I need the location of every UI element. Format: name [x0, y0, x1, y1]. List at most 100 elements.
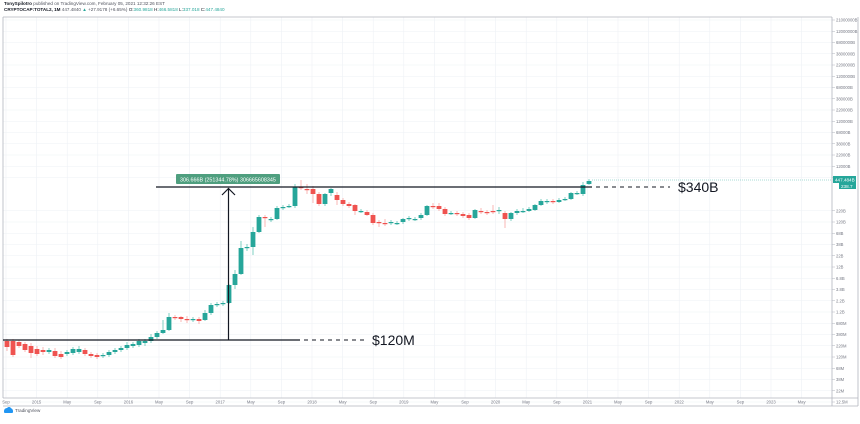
candle-up — [574, 193, 580, 195]
candle-up — [280, 207, 286, 209]
y-tick-label: 38M — [836, 377, 845, 382]
y-tick-label: 68M — [836, 366, 845, 371]
y-tick-label: 680000B — [836, 85, 853, 90]
x-tick-label: 2021 — [583, 400, 593, 405]
candle-down — [502, 213, 508, 219]
candle-down — [376, 222, 382, 224]
candles — [4, 179, 592, 359]
x-tick-label: Sep — [2, 400, 10, 405]
last-price: 447.4840 — [61, 7, 81, 12]
y-tick-label: 220M — [836, 343, 847, 348]
candle-down — [184, 319, 190, 321]
candle-up — [394, 223, 400, 225]
x-tick-label: May — [155, 400, 164, 405]
high-value: 466.5818 — [158, 7, 178, 12]
candle-down — [10, 341, 16, 355]
candle-down — [430, 206, 436, 208]
candle-up — [400, 219, 406, 222]
candle-down — [58, 354, 64, 357]
candle-up — [520, 211, 526, 213]
candle-down — [436, 206, 442, 209]
x-tick-label: 2020 — [491, 400, 501, 405]
measure-label-box — [176, 174, 280, 184]
candle-up — [562, 199, 568, 201]
y-tick-label: 12B — [836, 265, 844, 270]
candle-up — [208, 305, 214, 313]
candle-up — [244, 247, 250, 249]
y-tick-label: 12000B — [836, 164, 851, 169]
y-tick-label: 380000B — [836, 96, 853, 101]
candle-up — [514, 211, 520, 213]
tradingview-footer[interactable]: TradingView — [4, 407, 40, 413]
candle-down — [4, 341, 10, 347]
price-axis[interactable]: 21000000B 12000000B 6800000B 3800000B 220000… — [832, 18, 858, 405]
candle-up — [526, 209, 532, 211]
x-tick-label: Sep — [737, 400, 745, 405]
x-tick-label: Sep — [278, 400, 286, 405]
candle-up — [292, 187, 298, 206]
candle-up — [202, 313, 208, 320]
open-value: 360.9818 — [133, 7, 153, 12]
candle-up — [286, 206, 292, 208]
candle-up — [214, 304, 220, 306]
candle-down — [94, 355, 100, 357]
current-price-tag — [833, 176, 856, 183]
tradingview-logo-icon — [4, 407, 13, 413]
candle-up — [322, 194, 328, 204]
candle-down — [346, 204, 352, 206]
candle-up — [556, 200, 562, 202]
arrow-up-icon — [221, 187, 236, 196]
candle-up — [532, 205, 538, 210]
candle-down — [442, 209, 448, 214]
candle-up — [412, 219, 418, 221]
x-tick-label: Sep — [645, 400, 653, 405]
candle-up — [112, 350, 118, 352]
candle-up — [496, 210, 502, 212]
y-tick-label: 22M — [836, 388, 845, 393]
change-value: +27.9178 (+6.65%) — [88, 7, 128, 12]
candle-down — [490, 211, 496, 213]
candle-down — [550, 201, 556, 203]
candle-up — [418, 215, 424, 218]
y-tick-label: 120000B — [836, 119, 853, 124]
candle-up — [106, 352, 112, 355]
candle-down — [178, 317, 184, 319]
symbol-name[interactable]: CRYPTOCAP:TOTAL2, 1M — [4, 7, 61, 12]
close-value: 447.4840 — [205, 7, 225, 12]
x-tick-label: 2022 — [675, 400, 685, 405]
open-label: O: — [128, 7, 134, 12]
secondary-price-text: 238.7 — [841, 184, 853, 189]
candle-down — [460, 214, 466, 216]
author-name[interactable]: TonySpilotro — [4, 1, 32, 6]
close-label: C: — [200, 7, 206, 12]
candle-up — [46, 350, 52, 352]
x-tick-label: May — [706, 400, 715, 405]
candle-up — [586, 181, 592, 184]
candle-up — [250, 232, 256, 247]
x-tick-label: May — [798, 400, 807, 405]
candle-down — [82, 350, 88, 354]
y-tick-label: 68B — [836, 231, 844, 236]
y-tick-label: 22B — [836, 253, 844, 258]
y-tick-label: 22000B — [836, 153, 851, 158]
time-axis[interactable]: Sep 2015 May Sep 2016 May Sep 2017 May Sep 2018 May… — [2, 400, 806, 405]
x-tick-label: May — [430, 400, 439, 405]
candle-up — [220, 303, 226, 305]
y-tick-label: 3800000B — [836, 51, 855, 56]
level-bottom-label: $120M — [372, 332, 415, 348]
y-tick-label: 6800000B — [836, 40, 855, 45]
candle-down — [310, 189, 316, 194]
x-tick-label: 2019 — [399, 400, 409, 405]
candle-down — [16, 342, 22, 346]
x-tick-label: 2015 — [32, 400, 42, 405]
candle-up — [544, 201, 550, 203]
candle-down — [262, 217, 268, 219]
secondary-price-tag — [839, 183, 856, 189]
y-tick-label: 2.2B — [836, 298, 845, 303]
candle-up — [124, 345, 130, 348]
candle-down — [22, 344, 28, 350]
candle-up — [142, 341, 148, 343]
x-tick-label: May — [339, 400, 348, 405]
